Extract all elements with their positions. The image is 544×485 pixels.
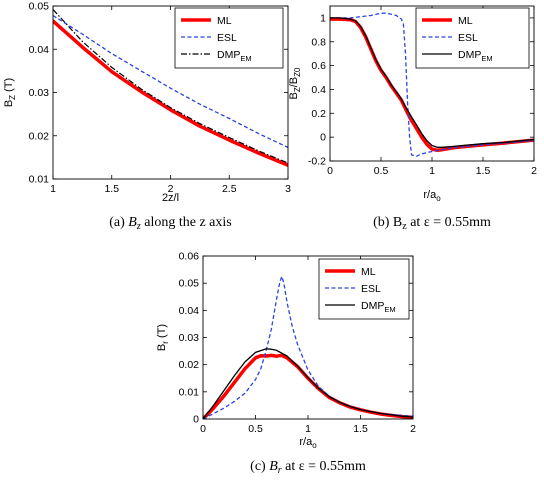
x-tick-label: 2 — [410, 423, 416, 435]
figure-caption: (b) Bz at ε = 0.55mm — [373, 215, 491, 232]
legend-box — [318, 258, 410, 320]
legend: ML ESL DMPEM — [415, 7, 530, 69]
legend-label-dmpem: DMPEM — [361, 300, 396, 314]
x-tick-label: 1 — [305, 423, 311, 435]
y-tick-label: 0.03 — [179, 332, 200, 344]
y-tick-label: 0.02 — [29, 130, 50, 142]
y-tick-label: 0.04 — [29, 44, 50, 56]
x-axis-label: 2z/l — [162, 192, 179, 204]
x-tick-label: 1.5 — [353, 423, 368, 435]
chart-1: 1 1.5 2 2.5 3 0.01 0.02 0.03 0.04 0.05 2z/l BZ (T) M… — [3, 1, 291, 233]
x-tick-label: 1 — [429, 165, 435, 177]
figure-caption: (a) Bz along the z axis — [109, 215, 232, 232]
x-tick-label: 1.5 — [104, 183, 119, 195]
y-tick-label: 0.04 — [179, 305, 200, 317]
legend-label-ml: ML — [458, 15, 473, 27]
legend-label-dmpem: DMPEM — [458, 49, 493, 63]
legend-label-esl: ESL — [458, 32, 478, 44]
x-tick-label: 0 — [200, 423, 206, 435]
legend-label-esl: ESL — [217, 32, 237, 44]
x-tick-label: 2 — [531, 165, 537, 177]
chart-2: 0 0.5 1 1.5 2-0.200.20.40.60.81r/aoBZ/BZ0MLE… — [288, 5, 537, 232]
legend-box — [415, 7, 530, 69]
y-tick-label: 0.6 — [311, 60, 326, 72]
x-tick-label: 0 — [327, 165, 333, 177]
y-tick-label: 0.01 — [29, 174, 50, 186]
legend-label-ml: ML — [361, 266, 376, 278]
y-axis-label: BZ/BZ0 — [288, 67, 302, 100]
series-line-dmpem — [203, 348, 413, 419]
x-tick-label: 3 — [285, 183, 291, 195]
y-tick-label: 0.05 — [179, 278, 200, 290]
y-tick-label: 0.4 — [311, 84, 326, 96]
series-line-dmpem — [330, 17, 534, 148]
y-tick-label: 0 — [193, 414, 199, 426]
y-tick-label: 0.05 — [29, 1, 50, 13]
legend-box — [174, 7, 284, 69]
x-tick-label: 0.5 — [248, 423, 263, 435]
y-tick-label: 0 — [320, 132, 326, 144]
legend: ML ESL DMPEM — [318, 258, 410, 320]
x-axis-label: r/ao — [423, 189, 441, 203]
legend: ML ESL DMPEM — [174, 7, 284, 69]
x-tick-label: 1.5 — [476, 165, 491, 177]
y-axis-label: BZ (T) — [3, 78, 17, 107]
x-tick-label: 2 — [168, 183, 174, 195]
y-tick-label: 0.02 — [179, 359, 200, 371]
y-tick-label: -0.2 — [308, 156, 326, 168]
x-axis-label: r/ao — [299, 436, 317, 450]
x-tick-label: 0.5 — [374, 165, 389, 177]
y-axis-label: Br (T) — [156, 324, 170, 351]
figure-caption: (c) Br at ε = 0.55mm — [250, 459, 366, 476]
y-tick-label: 0.06 — [179, 251, 200, 263]
y-tick-label: 0.8 — [311, 36, 326, 48]
series-line-ml — [53, 19, 288, 167]
y-tick-label: 0.03 — [29, 87, 50, 99]
legend-label-dmpem: DMPEM — [217, 49, 252, 63]
y-tick-label: 0.2 — [311, 108, 326, 120]
series-line-dmpem — [53, 9, 288, 164]
series-line-esl — [330, 12, 534, 157]
x-tick-label: 1 — [50, 183, 56, 195]
legend-label-ml: ML — [217, 15, 232, 27]
x-tick-label: 2.5 — [222, 183, 237, 195]
series-line-esl — [53, 14, 288, 148]
chart-3: 0 0.5 1 1.5 2 0 0.01 0.02 0.03 0.04 0.05 0.06 r/ao Br… — [156, 251, 416, 477]
y-tick-label: 1 — [320, 12, 326, 24]
legend-label-esl: ESL — [361, 283, 381, 295]
y-tick-label: 0.01 — [179, 386, 200, 398]
